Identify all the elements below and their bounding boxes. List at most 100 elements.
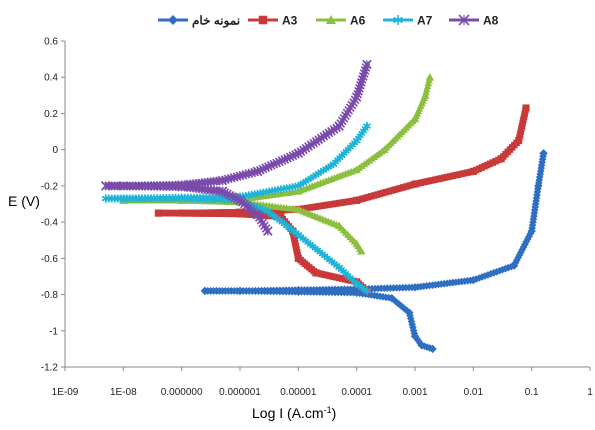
data-point [217,186,228,197]
data-point [405,308,414,317]
series-line-cathodic [204,289,434,351]
data-point [178,209,186,217]
data-point [357,246,366,255]
data-point [411,180,419,188]
plot-area [101,59,548,354]
data-point [484,271,492,279]
data-point [492,267,501,276]
data-point [417,341,426,350]
x-axis-label: Log I (A.cm-1) [252,405,336,421]
data-point [487,270,495,278]
data-point [119,194,128,203]
data-point [534,181,543,191]
data-point [410,332,420,341]
data-point [392,298,400,306]
data-point [519,243,528,251]
data-point [294,230,303,239]
data-point [352,239,361,248]
x-axis-label-sup: -1 [324,405,332,415]
data-point [352,279,361,288]
legend-swatch-marker [458,14,470,26]
legend-label: نمونه خام [192,14,240,29]
x-tick-label: 0.000000 [161,387,203,398]
data-point [217,175,228,186]
x-tick-label: 1 [587,387,593,398]
x-tick-label: 0.0001 [341,387,372,398]
legend-item-4: A7 [383,14,433,28]
data-point [380,145,389,154]
data-point [509,261,519,270]
x-tick-label: 0.1 [525,387,539,398]
x-tick-label: 1E-09 [52,387,79,398]
series-1 [200,149,548,354]
data-point [478,273,486,281]
data-point [335,263,344,272]
data-point [101,181,111,191]
legend-item-5: A8 [449,14,499,28]
y-tick-label: 0.4 [44,73,58,84]
data-point [263,226,273,236]
data-point [200,286,210,296]
data-point [352,136,361,145]
data-point [176,182,187,192]
data-point [497,155,505,163]
data-point [118,181,129,191]
x-tick-label: 0.00001 [280,387,317,398]
data-point [425,73,435,81]
legend-item-2: A3 [248,14,298,28]
y-tick-label: -0.2 [41,181,59,192]
data-point [489,269,498,277]
data-point [469,275,478,285]
data-point [351,92,362,102]
data-point [312,269,320,277]
data-point [263,207,272,216]
data-point [235,286,245,296]
legend-label: A6 [350,14,366,28]
data-point [334,121,344,131]
y-tick-label: 0 [52,145,58,156]
data-point [421,91,430,99]
legend-label: A3 [282,14,298,28]
data-point [277,213,285,221]
data-point [539,149,548,158]
x-tick-label: 0.001 [402,387,427,398]
x-axis: 1E-09 1E-08 0.000000 0.000001 0.00001 0.0001 0… [52,366,593,398]
data-point [362,286,371,296]
data-point [177,194,186,203]
legend-swatch-marker [326,15,336,24]
data-point [428,344,437,354]
data-point [522,104,530,112]
legend-label: A7 [417,14,433,28]
x-tick-label: 0.01 [464,387,484,398]
data-point [410,283,420,292]
y-tick-label: 0.2 [44,109,58,120]
y-axis: 0.6 0.4 0.2 0 -0.2 -0.4 -0.6 -0.8 -1 -1.2 [41,37,66,374]
y-tick-label: -0.8 [41,290,59,301]
legend-label: A8 [483,14,499,28]
data-point [235,195,245,206]
data-point [334,221,344,230]
data-point [396,301,405,310]
legend-item-1: نمونه خام [158,14,240,29]
data-point [294,181,303,191]
legend-swatch-marker [258,15,268,25]
data-point [294,187,303,195]
data-point [387,293,396,303]
legend: نمونه خام A3 A6 A7 A8 [158,14,499,29]
data-point [394,299,403,308]
legend-swatch-marker [393,15,403,25]
data-point [293,148,304,159]
x-tick-label: 1E-08 [110,387,137,398]
data-point [398,303,407,312]
data-point [498,265,507,274]
series-5 [101,59,372,236]
data-point [252,210,263,220]
data-point [481,272,489,280]
data-point [294,287,303,297]
legend-swatch-marker [168,15,178,25]
data-point [352,165,361,173]
data-point [410,114,420,123]
legend-item-3: A6 [316,14,366,28]
data-point [401,305,409,313]
